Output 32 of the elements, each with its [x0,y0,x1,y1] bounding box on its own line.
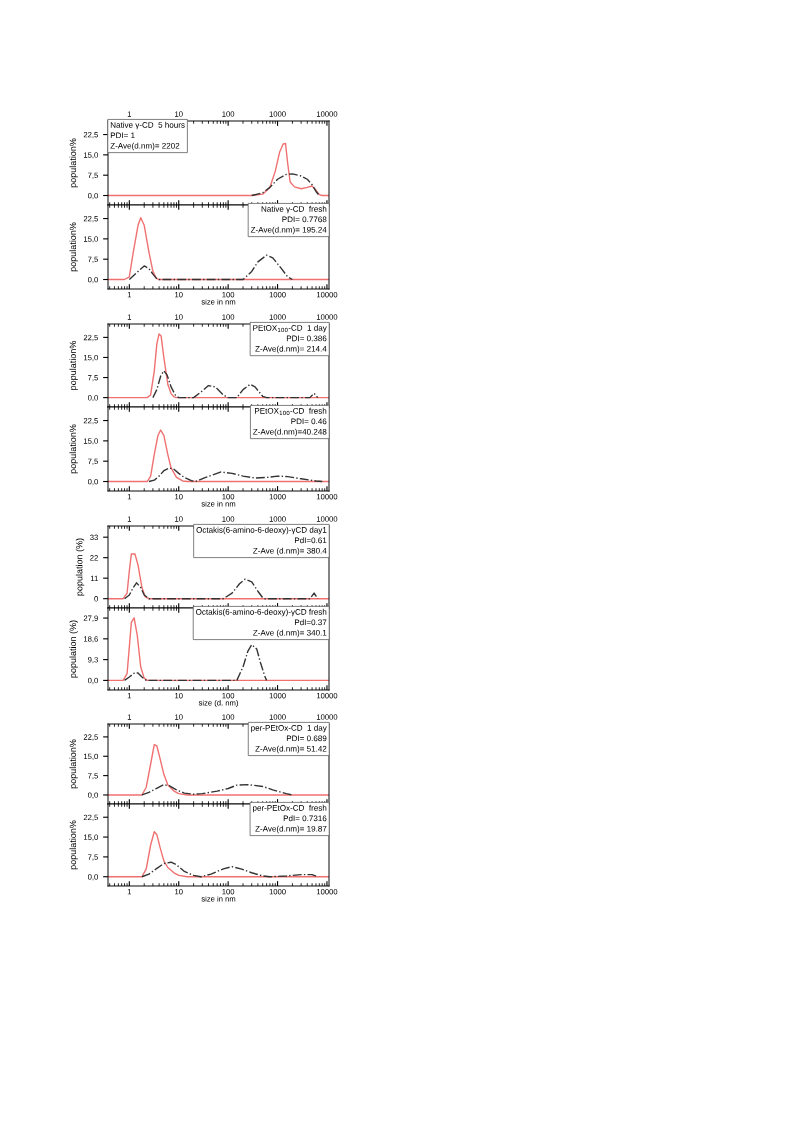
annotation: per-PEtOx-CD 1 day [251,724,327,733]
annotation: PDI= 1 [110,132,135,139]
y-axis-title: population (%) [75,538,85,596]
annotation: PdI= 0.7316 [283,815,327,822]
annotation: PEtOX$_{100}$-CD 1 day [253,324,327,333]
annotation: PdI=0.61 [294,537,327,544]
annotation: Z-Ave (d.nm)= 380.4 [253,547,327,556]
annotation: Octakis(6-amino-6-deoxy)-γCD fresh [196,608,327,617]
annotation: PDI= 0.689 [286,735,327,742]
annotation: Z-Ave(d.nm)= 51.42 [255,745,327,754]
y-axis-title: population% [69,820,78,870]
annotation: Z-Ave(d.nm)= 19.87 [255,825,327,834]
annotation: Z-Ave(d.nm)= 195.24 [250,226,327,235]
annotation: PEtOX$_{100}$-CD fresh [255,407,327,416]
annotation: Z-Ave(d.nm)= 2202 [110,142,180,151]
y-axis-title: population% [69,739,78,789]
annotation: Z-Ave (d.nm)= 340.1 [253,629,327,638]
y-axis-title: population% [69,222,78,272]
annotation: PDI= 0.7768 [282,216,327,223]
annotation: Native γ-CD 5 hours [110,121,185,130]
y-axis-title: population% [69,340,78,390]
annotation: Native γ-CD fresh [261,205,327,214]
annotation: PdI=0.37 [294,619,327,626]
annotation: Z-Ave(d.nm)= 214.4 [255,345,327,354]
annotation: PDI= 0.46 [291,418,327,425]
y-axis-title: population% [69,138,78,188]
annotation: Z-Ave(d.nm)=40.248 [253,428,327,437]
annotation: PDI= 0.386 [286,335,327,342]
y-axis-title: population% [69,424,78,474]
annotation: per-PEtOx-CD fresh [253,804,327,813]
y-axis-title: population (%) [69,620,78,678]
annotation: Octakis(6-amino-6-deoxy)-γCD day1 [196,526,327,535]
